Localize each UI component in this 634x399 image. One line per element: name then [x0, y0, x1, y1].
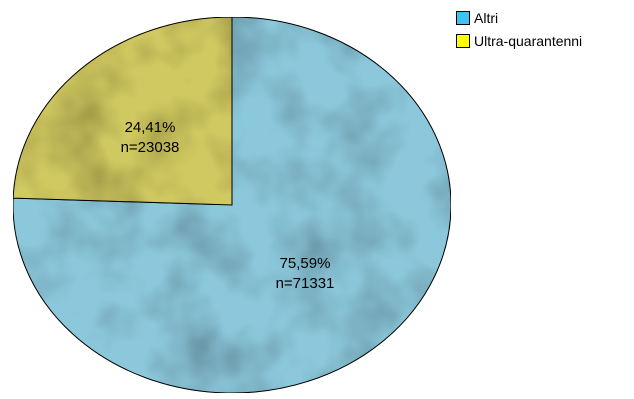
legend-swatch-altri — [456, 11, 470, 25]
slice-count-label-altri: n=71331 — [276, 275, 335, 292]
legend-label-altri: Altri — [474, 10, 499, 26]
legend-item-ultra-quarantenni: Ultra-quarantenni — [456, 31, 582, 51]
pie-slice-ultra-quarantenni — [12, 16, 233, 206]
slice-labels: 75,59% n=71331 24,41% n=23038 — [121, 119, 335, 292]
legend: Altri Ultra-quarantenni — [456, 8, 582, 54]
slice-percent-label-altri: 75,59% — [280, 255, 331, 272]
legend-swatch-ultra-quarantenni — [456, 34, 470, 48]
pie-slices — [12, 16, 452, 394]
legend-item-altri: Altri — [456, 8, 582, 28]
slice-count-label-ultra-quarantenni: n=23038 — [121, 139, 180, 156]
legend-label-ultra-quarantenni: Ultra-quarantenni — [474, 33, 583, 49]
slice-percent-label-ultra-quarantenni: 24,41% — [125, 119, 176, 136]
